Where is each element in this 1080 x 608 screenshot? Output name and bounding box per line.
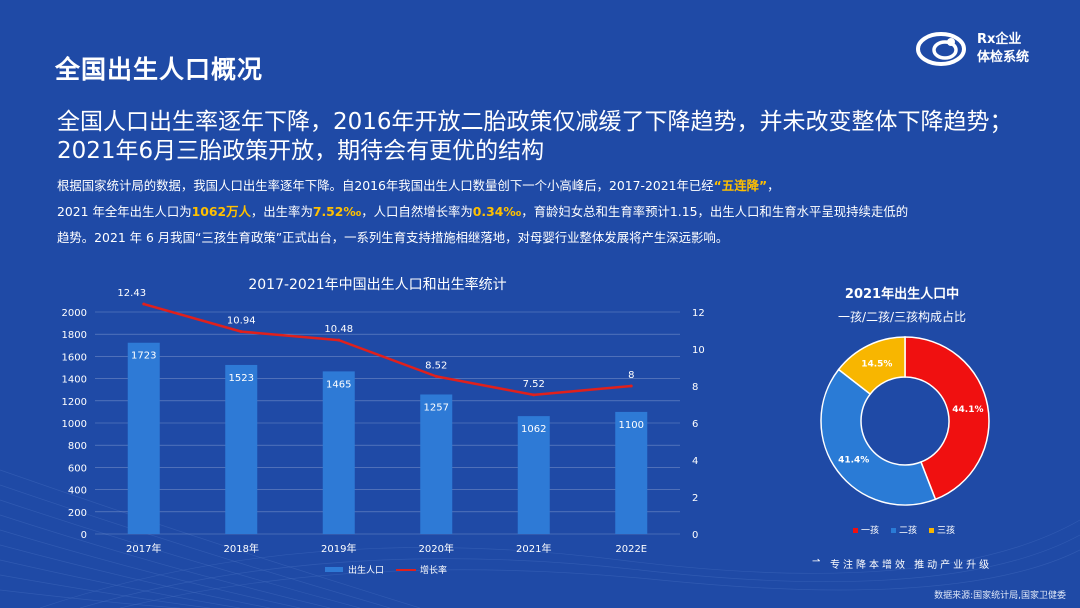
pie-legend-swatch (929, 528, 934, 533)
highlight-birth-rate: 7.52‰ (312, 204, 362, 219)
highlight-births: 1062万人 (191, 204, 251, 219)
pie-legend-swatch (891, 528, 896, 533)
line-data-label: 10.48 (324, 324, 353, 335)
x-tick-label: 2019年 (321, 542, 356, 555)
y-left-tick-label: 1200 (62, 397, 87, 408)
bar (517, 416, 550, 534)
line-point (239, 330, 243, 334)
body-text: ， (767, 178, 780, 193)
headline-line2: 2021年6月三胎政策开放，期待会有更优的结构 (57, 138, 545, 164)
line-point (434, 374, 438, 378)
y-left-tick-label: 1000 (62, 419, 87, 430)
bar-data-label: 1100 (619, 420, 644, 431)
y-left-tick-label: 0 (81, 530, 87, 541)
slogan-arrow-icon: ⇀ (812, 556, 821, 567)
pie-legend-label: 三孩 (937, 524, 955, 536)
y-right-tick-label: 10 (692, 345, 705, 356)
line-data-label: 8.52 (425, 360, 447, 371)
logo-icon (916, 32, 966, 66)
x-tick-label: 2020年 (419, 542, 454, 555)
bar (615, 411, 648, 534)
pie-title: 2021年出生人口中 (845, 286, 959, 302)
y-right-tick-label: 2 (692, 493, 698, 504)
x-tick-label: 2022E (615, 544, 647, 555)
y-left-tick-label: 400 (68, 486, 87, 497)
company-logo: Rx企业 体检系统 (915, 26, 1065, 72)
pie-slice (904, 336, 990, 501)
bar-data-label: 1062 (521, 424, 546, 435)
page-title: 全国出生人口概况 (55, 55, 264, 84)
chart-title: 2017-2021年中国出生人口和出生率统计 (248, 276, 506, 293)
birth-order-chart: 2021年出生人口中 一孩/二孩/三孩构成占比 44.1% 41.4% 14.5% 一孩 二… (805, 280, 1080, 550)
pie-legend-label: 一孩 (861, 524, 879, 536)
pie-legend-label: 二孩 (899, 524, 917, 536)
line-data-label: 8 (628, 370, 634, 381)
y-left-tick-label: 1800 (62, 330, 87, 341)
legend-swatch-births (325, 567, 343, 572)
pie-subtitle: 一孩/二孩/三孩构成占比 (838, 309, 966, 324)
pie-data-label: 44.1% (952, 405, 983, 415)
bar (322, 371, 355, 534)
bar (127, 342, 160, 534)
bar-data-label: 1723 (131, 351, 156, 362)
pie-data-label: 41.4% (838, 455, 869, 465)
y-left-tick-label: 1600 (62, 352, 87, 363)
body-text: 2021 年全年出生人口为 (57, 204, 192, 219)
body-line2: 2021 年全年出生人口为1062万人，出生率为7.52‰，人口自然增长率为0.… (57, 199, 1047, 225)
line-data-label: 12.43 (117, 288, 146, 299)
data-source: 数据来源:国家统计局,国家卫健委 (934, 591, 1066, 601)
pie-slice (820, 368, 937, 506)
births-chart: 2017-2021年中国出生人口和出生率统计 0 200 400 600 800 1000 1… (50, 270, 750, 580)
body-text: ，人口自然增长率为 (361, 204, 473, 219)
body-line1: 根据国家统计局的数据，我国人口出生率逐年下降。自2016年我国出生人口数量创下一… (57, 173, 1047, 199)
line-point (142, 302, 146, 306)
y-left-tick-label: 2000 (62, 308, 87, 319)
y-left-tick-label: 600 (68, 463, 87, 474)
line-point (629, 384, 633, 388)
line-data-label: 7.52 (523, 379, 545, 390)
logo-text-line2: 体检系统 (977, 50, 1030, 65)
y-right-tick-label: 8 (692, 382, 698, 393)
bar (420, 394, 453, 534)
y-right-tick-label: 0 (692, 530, 698, 541)
y-left-tick-label: 1400 (62, 375, 87, 386)
y-right-tick-label: 12 (692, 308, 705, 319)
bar-data-label: 1257 (424, 402, 449, 413)
pie-slice (837, 336, 906, 396)
line-data-label: 10.94 (227, 316, 256, 327)
body-line3: 趋势。2021 年 6 月我国“三孩生育政策”正式出台，一系列生育支持措施相继落… (57, 230, 729, 245)
pie-data-label: 14.5% (861, 360, 892, 370)
highlight-five-declines: “五连降” (713, 178, 768, 193)
births-chart-svg: 2017-2021年中国出生人口和出生率统计 0 200 400 600 800 1000 1… (62, 276, 705, 576)
headline: 全国人口出生率逐年下降，2016年开放二胎政策仅减缓了下降趋势，并未改变整体下降… (57, 108, 1047, 166)
legend-label-births: 出生人口 (348, 564, 384, 576)
growth-rate-line (143, 302, 632, 397)
line-point (532, 393, 536, 397)
y-left-tick-label: 200 (68, 508, 87, 519)
x-tick-label: 2017年 (126, 542, 161, 555)
y-left-tick-label: 800 (68, 441, 87, 452)
bar-data-label: 1465 (326, 379, 351, 390)
body-paragraph: 根据国家统计局的数据，我国人口出生率逐年下降。自2016年我国出生人口数量创下一… (57, 173, 1047, 251)
x-tick-label: 2021年 (516, 542, 551, 555)
pie-legend-swatch (853, 528, 858, 533)
y-right-tick-label: 4 (692, 456, 698, 467)
bar-data-label: 1523 (229, 373, 254, 384)
bar (225, 364, 258, 534)
y-right-tick-label: 6 (692, 419, 698, 430)
headline-line1: 全国人口出生率逐年下降，2016年开放二胎政策仅减缓了下降趋势，并未改变整体下降… (57, 109, 1013, 135)
body-text: ，出生率为 (250, 204, 313, 219)
highlight-growth-rate: 0.34‰ (472, 204, 522, 219)
line-point (337, 338, 341, 342)
body-text: ，育龄妇女总和生育率预计1.15，出生人口和生育水平呈现持续走低的 (521, 204, 909, 219)
slogan: 专注降本增效 推动产业升级 (830, 560, 993, 571)
legend-label-growth: 增长率 (420, 564, 447, 576)
x-tick-label: 2018年 (224, 542, 259, 555)
body-text: 根据国家统计局的数据，我国人口出生率逐年下降。自2016年我国出生人口数量创下一… (57, 178, 714, 193)
logo-text-line1: Rx企业 (977, 32, 1022, 47)
